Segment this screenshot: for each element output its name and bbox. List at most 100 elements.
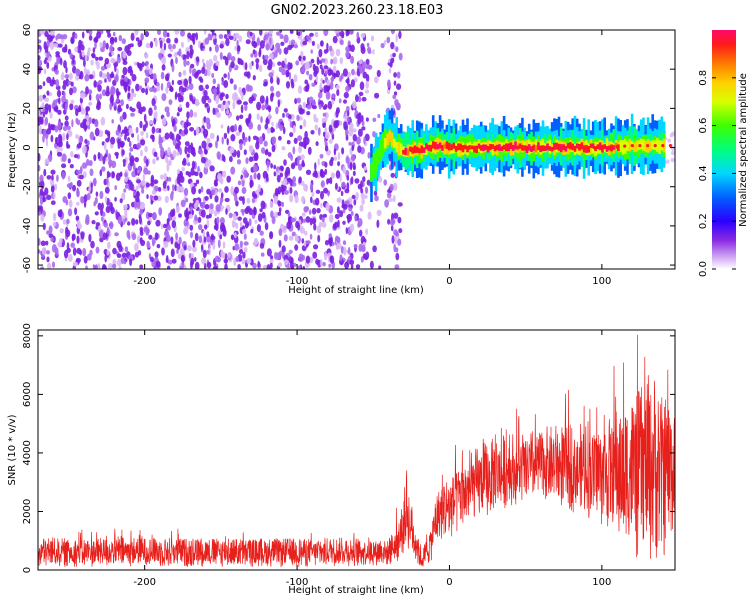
ridge-peak [569,145,574,150]
spectrogram-speckle [310,196,313,204]
spectrogram-speckle [296,114,300,122]
spectrogram-speckle [248,156,254,162]
spectrogram-speckle [303,142,307,150]
spectrogram-speckle [205,84,210,90]
spectrogram-speckle [300,180,305,186]
spectrogram-speckle [305,169,312,175]
spectrogram-speckle [61,163,67,169]
spectrogram-speckle [204,204,210,210]
spectrogram-speckle [85,69,91,76]
spectrogram-speckle [290,217,296,223]
spectrogram-speckle [158,52,162,59]
spectrogram-speckle [119,172,123,177]
spectrogram-speckle [150,174,155,182]
spectrogram-speckle [390,58,393,64]
spectrogram-speckle [129,140,132,146]
spectrogram-x-ticks: -200 -100 0 100 [133,30,611,287]
spectrogram-speckle [320,180,325,188]
spectrogram-speckle [241,92,244,101]
spectrogram-speckle [99,93,102,100]
spectrogram-speckle [355,94,359,103]
spectrogram-speckle [294,244,299,251]
spectrogram-speckle [192,246,197,253]
spectrogram-speckle [84,54,88,61]
spectrogram-speckle [153,151,158,157]
spectrogram-speckle [157,187,162,192]
spectrogram-speckle [206,261,212,269]
ridge-cell [559,144,563,153]
spectrogram-speckle [328,45,333,52]
spectrogram-speckle [273,164,277,170]
spectrogram-speckle [350,264,354,269]
spectrogram-speckle [319,153,324,159]
ridge-cell [530,146,533,153]
spectrogram-speckle [284,57,287,64]
spectrogram-speckle [219,217,225,225]
spectrogram-speckle [134,157,139,163]
ridge-cell [477,143,481,148]
spectrogram-speckle [269,200,274,209]
spectrogram-speckle [220,104,225,111]
spectrogram-x-tick-label: -100 [286,276,309,287]
spectrogram-speckle [115,153,119,159]
spectrogram-speckle [280,41,285,46]
spectrogram-speckle [172,118,176,126]
spectrogram-speckle [220,249,224,258]
spectrogram-speckle [90,59,94,66]
spectrogram-speckle [197,149,203,155]
spectrogram-speckle [227,71,230,81]
ridge-cell [525,145,529,154]
spectrogram-speckle [224,197,230,203]
spectrogram-speckle [313,244,319,250]
spectrogram-speckle [44,158,50,165]
spectrogram-speckle [69,103,74,111]
spectrogram-speckle [57,43,63,48]
spectrogram-speckle [359,66,365,74]
spectrogram-speckle [103,142,107,151]
spectrogram-speckle [248,115,251,122]
spectrogram-speckle [267,105,272,112]
spectrogram-speckle [101,216,104,222]
spectrogram-speckle [76,219,81,229]
spectrogram-speckle [191,160,196,170]
spectrogram-speckle [349,161,353,171]
spectrogram-speckle [112,259,117,266]
spectrogram-speckle [358,91,364,97]
spectrogram-speckle [258,50,262,58]
spectrogram-speckle [52,222,57,227]
spectrogram-speckle [140,201,145,210]
spectrogram-speckle [306,104,311,110]
spectrogram-speckle [128,127,133,135]
spectrogram-speckle [105,205,111,214]
spectrogram-speckle [85,107,89,116]
spectrogram-speckle [140,130,145,136]
spectrogram-speckle [316,207,321,214]
spectrogram-speckle [110,71,114,78]
spectrogram-speckle [301,238,305,244]
spectrogram-speckle [94,41,97,50]
spectrogram-speckle [186,244,192,252]
spectrogram-speckle [106,176,109,185]
spectrogram-speckle [212,78,216,85]
spectrogram-speckle [391,218,396,225]
spectrogram-noise [38,30,675,269]
ridge-cell [635,140,638,152]
spectrogram-speckle [364,133,370,142]
spectrogram-speckle [112,31,116,37]
spectrogram-speckle [201,257,207,265]
spectrogram-speckle [201,209,206,218]
spectrogram-speckle [86,30,90,34]
colorbar-tick-label: 0.6 [698,118,709,134]
spectrogram-speckle [326,79,331,87]
spectrogram-speckle [158,128,162,134]
spectrogram-speckle [301,195,305,204]
spectrogram-speckle [110,136,116,145]
spectrogram-speckle [88,101,93,106]
spectrogram-speckle [111,160,117,169]
spectrogram-speckle [207,69,211,77]
spectrogram-speckle [176,185,182,193]
spectrogram-speckle [283,234,288,242]
spectrogram-speckle [233,124,238,132]
spectrogram-speckle [396,71,401,79]
